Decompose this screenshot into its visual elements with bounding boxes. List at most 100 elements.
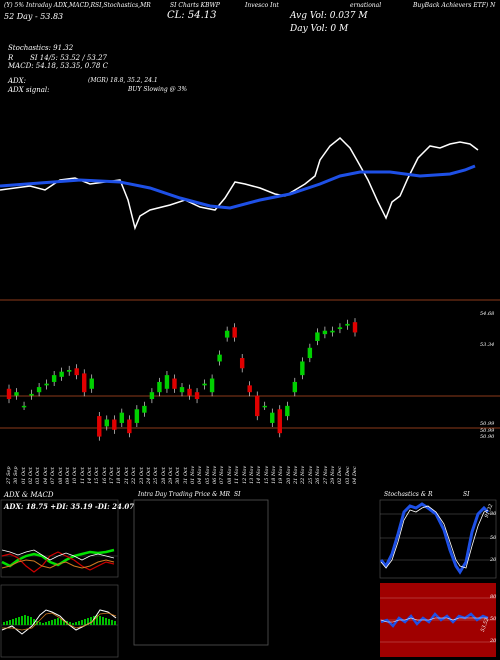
stoch-panel-title: Stochastics & R (384, 491, 433, 498)
candle-up (14, 392, 19, 396)
adx-white-line (1, 549, 115, 561)
macd-bar (24, 615, 26, 625)
candle-down (239, 358, 245, 369)
header-title-4: Invesco Int (245, 2, 279, 9)
stoch-level-20-label: 20 (490, 557, 497, 563)
candle-up (134, 409, 140, 423)
price-label-high: 54.68 (480, 311, 495, 317)
adx-orange-line (1, 559, 115, 569)
candle-up (217, 354, 222, 362)
macd-bar (18, 617, 20, 625)
stoch-panel-title-2: SI (463, 491, 470, 498)
adx-red-line (1, 551, 115, 573)
macd-bar (39, 622, 41, 625)
candle-up (51, 375, 57, 382)
macd-bar (81, 620, 83, 625)
macd-bar (42, 623, 44, 625)
candle-up (142, 405, 147, 413)
day-volume: Day Vol: 0 M (290, 24, 349, 34)
stochastics-readout: Stochastics: 91.32 (8, 44, 74, 52)
macd-bar (72, 623, 74, 625)
signal-text: BUY Slowing @ 3% (128, 86, 188, 93)
stoch-level-80-label: 80 (490, 511, 497, 517)
stoch-level-50-label: 50 (490, 535, 497, 541)
candle-down (187, 388, 192, 396)
macd-bar (96, 615, 98, 625)
candle-up (104, 419, 109, 427)
candle-up (21, 405, 27, 408)
macd-readout: MACD: 54.18, 53.35, 0.78 C (8, 62, 108, 70)
candle-up (209, 378, 215, 393)
price-label-low1: 50.99 (480, 421, 495, 427)
rsi-level-20-label: 20 (490, 638, 497, 644)
candle-down (74, 368, 79, 376)
candle-up (270, 412, 275, 423)
rsi-label: R (8, 54, 14, 62)
candle-down (112, 419, 117, 430)
adx-panel-readout: ADX: 18.75 +DI: 35.19 -DI: 24.07 (4, 502, 135, 511)
stoch-blue-line (379, 502, 490, 575)
candle-up (89, 378, 94, 389)
price-label-low3: 50.90 (480, 434, 495, 440)
rsi-level-80-label: 80 (490, 594, 497, 600)
candle-up (66, 370, 72, 372)
rsi-blue-line (380, 612, 489, 628)
price-label-mid: 53.34 (480, 342, 495, 348)
macd-bar (60, 619, 62, 625)
candle-down (82, 373, 87, 393)
candle-down (6, 388, 12, 400)
rsi-readout: SI 14/5: 53.52 / 53.27 (30, 54, 107, 62)
intra-panel-title: Intra Day Trading Price & MR (138, 491, 231, 498)
macd-bar (84, 619, 86, 625)
header-title-3: SI Charts KBWP (170, 2, 220, 9)
candle-up (337, 327, 343, 330)
candle-up (119, 412, 125, 423)
candle-up (315, 332, 320, 341)
macd-bar (30, 617, 32, 625)
macd-bar (108, 619, 110, 625)
intra-panel-title-2: SI (234, 491, 241, 498)
candle-down (352, 322, 358, 333)
macd-bar (27, 616, 29, 625)
macd-bar (75, 622, 77, 625)
candle-down (255, 395, 260, 417)
price-chart (0, 136, 500, 441)
candle-up (44, 383, 49, 386)
macd-bar (99, 616, 101, 625)
intraday-panel-frame (133, 499, 269, 646)
stoch-panel-bg (379, 499, 497, 579)
candle-up (262, 405, 267, 408)
candle-up (285, 405, 290, 417)
macd-bar (57, 618, 59, 625)
rsi-level-50-label: 50 (490, 616, 497, 622)
macd-bar (87, 618, 89, 625)
macd-signal-line (2, 612, 117, 631)
macd-bar (15, 618, 17, 625)
candle-up (224, 330, 230, 338)
adx-signal-label: ADX signal: (8, 86, 50, 94)
macd-bar (48, 621, 50, 625)
candle-down (277, 409, 282, 434)
candle-up (345, 323, 350, 326)
candle-up (157, 381, 162, 393)
macd-bar (45, 622, 47, 625)
adx-values: (MGR) 18.8, 35.2, 24.1 (88, 77, 158, 84)
macd-bar (3, 622, 5, 625)
candle-up (300, 361, 305, 376)
macd-bar (54, 619, 56, 625)
stoch-white-line (380, 505, 489, 569)
macd-bar (51, 620, 53, 625)
macd-bar (105, 618, 107, 625)
candle-up (59, 371, 64, 377)
candle-down (232, 327, 237, 338)
header-title-1: (Y) 5% Intraday ADX,MACD,R (4, 2, 96, 9)
macd-bar (6, 621, 8, 625)
adx-panel-frame (0, 499, 119, 578)
candle-up (330, 330, 335, 333)
candle-up (164, 375, 170, 389)
candle-up (179, 387, 185, 393)
